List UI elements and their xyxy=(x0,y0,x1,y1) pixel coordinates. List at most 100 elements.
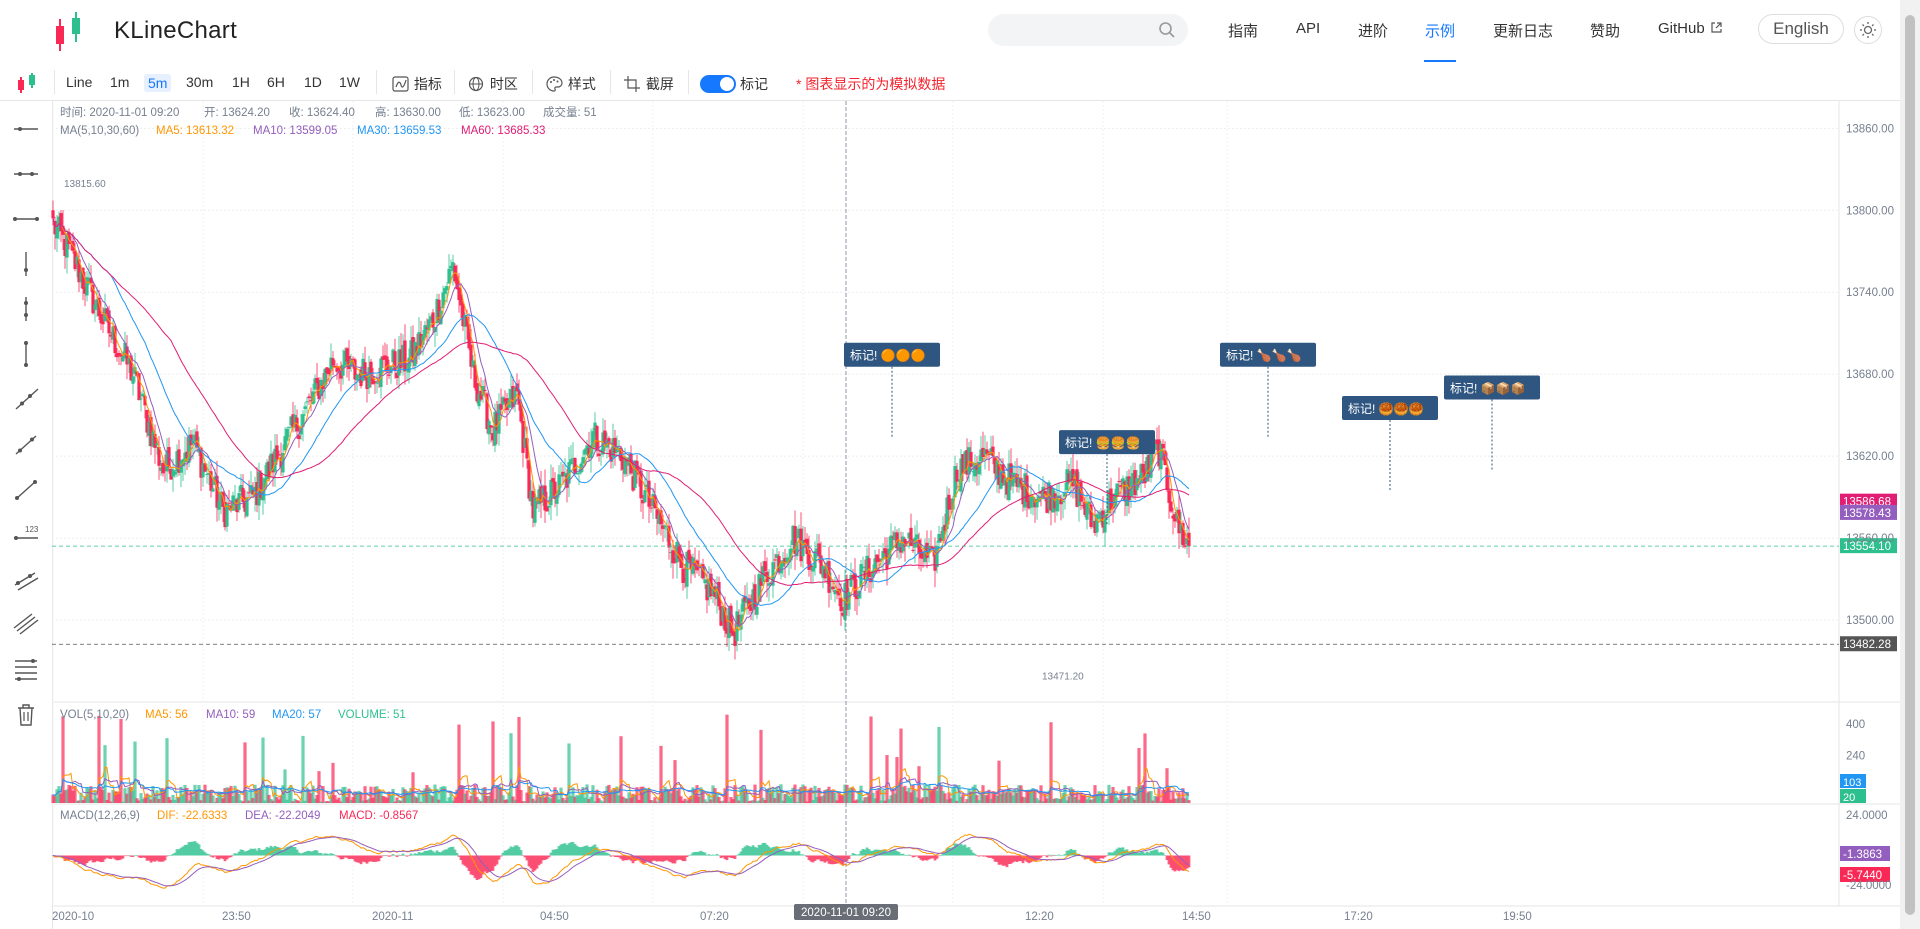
macd-bar xyxy=(981,855,985,857)
candle-body xyxy=(401,344,405,366)
macd-bar xyxy=(669,855,673,863)
parallel-line-icon[interactable] xyxy=(12,610,40,638)
macd-bar xyxy=(889,849,893,856)
indicator-button[interactable]: 指标 xyxy=(392,74,442,94)
chart-toolbar: Line 1m 5m 30m 1H 6H 1D 1W 指标 时区 样式 截屏 xyxy=(0,64,1900,101)
candle-body xyxy=(599,449,603,452)
nav-github[interactable]: GitHub xyxy=(1658,20,1722,37)
macd-bar xyxy=(1021,855,1025,864)
period-line[interactable]: Line xyxy=(66,74,93,90)
volume-bar xyxy=(347,788,351,803)
price-channel-icon[interactable] xyxy=(12,565,40,593)
nav-advanced[interactable]: 进阶 xyxy=(1358,23,1389,40)
period-1d[interactable]: 1D xyxy=(304,74,322,90)
macd-bar xyxy=(947,847,951,856)
candle-body xyxy=(1139,464,1143,484)
macd-bar xyxy=(317,853,321,856)
style-button[interactable]: 样式 xyxy=(546,74,596,94)
screenshot-button[interactable]: 截屏 xyxy=(624,74,674,94)
macd-bar xyxy=(393,855,397,856)
timezone-button[interactable]: 时区 xyxy=(468,74,518,94)
mark-toggle[interactable] xyxy=(700,75,736,93)
period-1m[interactable]: 1m xyxy=(110,74,130,90)
ray-icon[interactable] xyxy=(12,385,40,413)
search-input[interactable] xyxy=(988,14,1188,46)
nav-guide[interactable]: 指南 xyxy=(1228,23,1259,40)
price-line-icon[interactable]: 123 xyxy=(12,520,40,548)
annotation-mark-label: 标记! 🍗🍗🍗 xyxy=(1226,349,1302,363)
klinechart-logo[interactable] xyxy=(56,10,100,52)
volume-bar xyxy=(157,798,161,803)
period-30m[interactable]: 30m xyxy=(186,74,214,90)
segment-icon[interactable] xyxy=(12,430,40,458)
candle-body xyxy=(449,265,453,269)
vertical-segment-icon[interactable] xyxy=(12,295,40,323)
candle-body xyxy=(71,241,75,251)
horizontal-segment-icon[interactable] xyxy=(12,160,40,188)
period-6h[interactable]: 6H xyxy=(267,74,285,90)
candle-body xyxy=(759,578,763,586)
macd-bar xyxy=(595,847,599,856)
macd-bar xyxy=(1173,855,1177,872)
volume-bar xyxy=(447,797,451,803)
candle-body xyxy=(671,550,675,564)
macd-bar xyxy=(183,845,187,856)
candle-body xyxy=(935,546,939,568)
volume-bar xyxy=(1043,793,1047,803)
volume-bar xyxy=(1053,798,1057,803)
volume-bar xyxy=(1161,790,1165,803)
symbol-icon[interactable] xyxy=(16,73,40,93)
volume-bar xyxy=(547,797,551,803)
candle-body xyxy=(445,286,449,291)
macd-bar xyxy=(679,855,683,860)
volume-bar xyxy=(427,787,431,803)
palette-icon xyxy=(546,76,563,92)
language-button[interactable]: English xyxy=(1758,14,1844,44)
candle-body xyxy=(797,528,801,539)
period-5m[interactable]: 5m xyxy=(144,74,172,92)
vol-tick-label: 240 xyxy=(1846,751,1865,763)
macd-bar xyxy=(691,852,695,856)
candle-body xyxy=(407,357,411,373)
period-1h[interactable]: 1H xyxy=(232,74,250,90)
volume-bar xyxy=(203,784,207,803)
page-scrollbar[interactable] xyxy=(1900,0,1920,929)
period-1w[interactable]: 1W xyxy=(339,74,360,90)
scrollbar-thumb[interactable] xyxy=(1905,15,1915,915)
candle-body xyxy=(505,398,509,411)
macd-bar xyxy=(175,849,179,856)
volume-bar xyxy=(481,787,485,803)
macd-bar xyxy=(319,852,323,856)
volume-bar xyxy=(591,785,595,803)
nav-changelog[interactable]: 更新日志 xyxy=(1493,23,1554,40)
macd-bar xyxy=(295,849,299,856)
candle-body xyxy=(275,445,279,460)
candle-body xyxy=(579,463,583,473)
macd-bar xyxy=(623,855,627,861)
nav-api[interactable]: API xyxy=(1296,20,1321,37)
macd-bar xyxy=(651,855,655,861)
horizontal-ray-icon[interactable] xyxy=(12,115,40,143)
candle-body xyxy=(885,550,889,570)
candle-body xyxy=(199,447,203,478)
macd-bar xyxy=(261,850,265,856)
vertical-line-icon[interactable] xyxy=(12,340,40,368)
fibonacci-icon[interactable] xyxy=(12,655,40,683)
candle-body xyxy=(399,349,403,368)
horizontal-line-icon[interactable] xyxy=(12,205,40,233)
macd-bar xyxy=(1063,854,1067,856)
macd-bar xyxy=(1161,852,1165,856)
theme-toggle-button[interactable] xyxy=(1854,16,1882,44)
delete-icon[interactable] xyxy=(12,700,40,728)
nav-sponsor[interactable]: 赞助 xyxy=(1590,23,1621,40)
macd-bar xyxy=(971,852,975,856)
candle-body xyxy=(1131,473,1135,485)
candle-body xyxy=(315,377,319,384)
macd-bar xyxy=(387,855,391,857)
vertical-ray-icon[interactable] xyxy=(12,250,40,278)
nav-examples[interactable]: 示例 xyxy=(1425,23,1456,40)
straight-line-icon[interactable] xyxy=(12,475,40,503)
volume-bar xyxy=(879,800,883,803)
volume-bar xyxy=(507,792,511,803)
